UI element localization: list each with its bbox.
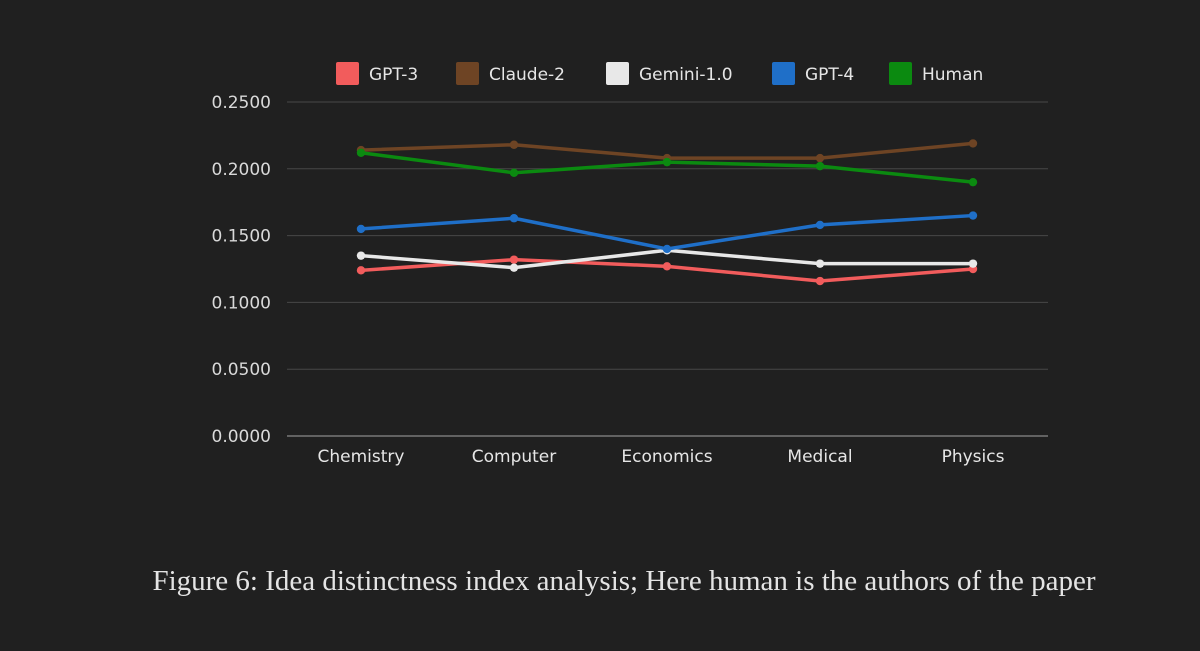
data-point-gpt-3	[662, 262, 672, 271]
data-point-claude-2	[509, 140, 519, 149]
y-tick-label: 0.2000	[212, 160, 271, 180]
data-point-gemini-1-0	[509, 263, 519, 272]
x-tick-label: Chemistry	[318, 447, 405, 467]
data-point-gpt-3	[509, 255, 519, 264]
y-tick-label: 0.1000	[212, 293, 271, 313]
data-point-human	[662, 157, 672, 167]
data-point-human	[968, 177, 978, 187]
y-tick-label: 0.2500	[212, 93, 271, 113]
data-point-human	[815, 161, 825, 171]
x-tick-label: Economics	[621, 447, 712, 467]
x-tick-label: Physics	[942, 447, 1005, 467]
series-line-gpt-4	[359, 213, 975, 251]
legend-item-gpt-4: GPT-4	[772, 62, 854, 85]
legend-swatch	[606, 62, 629, 85]
data-point-gpt-4	[662, 244, 672, 254]
legend-item-human: Human	[889, 62, 983, 85]
legend-label: Human	[922, 65, 983, 85]
data-point-human	[509, 168, 519, 178]
legend-swatch	[889, 62, 912, 85]
line-chart: 0.0000 0.0500 0.1000 0.1500 0.2000 0.2500 Che…	[212, 62, 1048, 467]
legend-label: Gemini-1.0	[639, 65, 733, 85]
data-point-gemini-1-0	[968, 259, 978, 268]
y-tick-label: 0.0500	[212, 360, 271, 380]
data-point-gpt-4	[968, 211, 978, 220]
data-point-gpt-4	[509, 214, 519, 223]
grid-layer	[287, 101, 1048, 437]
data-point-gpt-3	[815, 276, 825, 286]
x-axis: Chemistry Computer Economics Medical Physics	[318, 447, 1005, 467]
legend-swatch	[772, 62, 795, 85]
data-point-human	[356, 148, 366, 157]
legend-label: GPT-3	[369, 65, 418, 85]
legend: GPT-3 Claude-2 Gemini-1.0 GPT-4 Human	[336, 62, 983, 85]
data-point-gpt-4	[356, 224, 366, 234]
x-tick-label: Computer	[472, 447, 557, 467]
y-tick-label: 0.0000	[212, 427, 271, 447]
data-point-gemini-1-0	[815, 259, 825, 268]
data-point-gpt-3	[356, 266, 366, 275]
y-axis: 0.0000 0.0500 0.1000 0.1500 0.2000 0.2500	[212, 93, 271, 447]
x-tick-label: Medical	[787, 447, 852, 467]
data-point-claude-2	[968, 139, 978, 148]
data-point-gemini-1-0	[356, 251, 366, 260]
legend-swatch	[336, 62, 359, 85]
legend-item-claude-2: Claude-2	[456, 62, 565, 85]
legend-swatch	[456, 62, 479, 85]
figure-caption: Figure 6: Idea distinctness index analys…	[152, 565, 1096, 597]
legend-label: Claude-2	[489, 65, 565, 85]
series-layer	[356, 139, 978, 286]
data-point-gpt-4	[815, 220, 825, 230]
legend-item-gemini-1-0: Gemini-1.0	[606, 62, 733, 85]
data-point-claude-2	[815, 153, 825, 163]
legend-item-gpt-3: GPT-3	[336, 62, 418, 85]
y-tick-label: 0.1500	[212, 227, 271, 247]
legend-label: GPT-4	[805, 65, 854, 85]
